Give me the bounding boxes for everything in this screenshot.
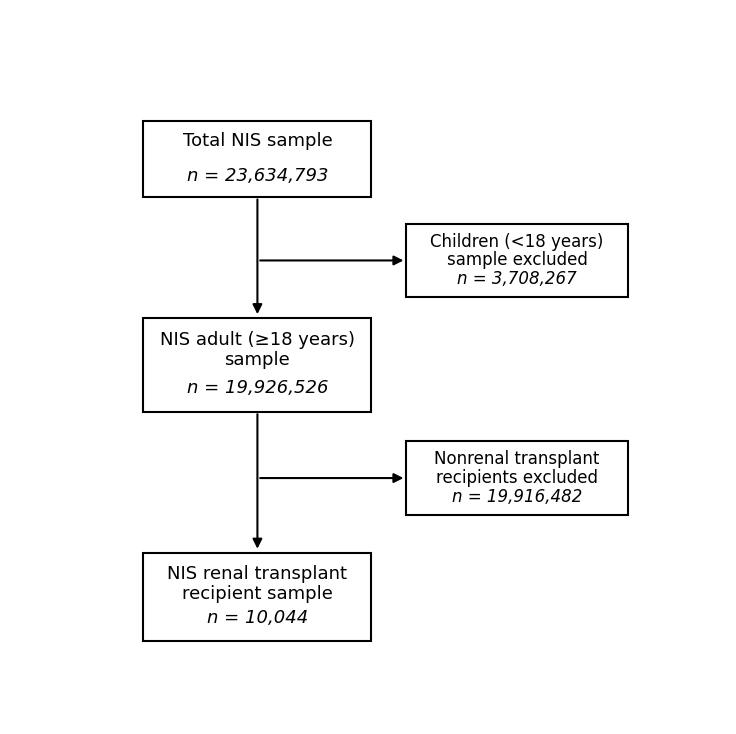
Bar xyxy=(144,120,372,197)
Bar xyxy=(406,224,629,297)
Text: recipients excluded: recipients excluded xyxy=(436,469,598,487)
Text: Total NIS sample: Total NIS sample xyxy=(183,131,332,150)
Bar xyxy=(406,441,629,515)
Text: n = 10,044: n = 10,044 xyxy=(207,609,308,628)
Bar xyxy=(144,553,372,641)
Text: sample: sample xyxy=(224,352,290,369)
Text: Children (<18 years): Children (<18 years) xyxy=(431,233,604,251)
Text: NIS adult (≥18 years): NIS adult (≥18 years) xyxy=(160,330,355,349)
Text: n = 23,634,793: n = 23,634,793 xyxy=(187,167,328,185)
Text: n = 19,916,482: n = 19,916,482 xyxy=(452,487,582,506)
Text: NIS renal transplant: NIS renal transplant xyxy=(167,565,347,583)
Text: n = 3,708,267: n = 3,708,267 xyxy=(457,270,577,288)
Text: Nonrenal transplant: Nonrenal transplant xyxy=(434,451,600,468)
Text: n = 19,926,526: n = 19,926,526 xyxy=(187,379,328,396)
Bar xyxy=(144,319,372,412)
Text: sample excluded: sample excluded xyxy=(447,252,587,269)
Text: recipient sample: recipient sample xyxy=(182,585,333,603)
